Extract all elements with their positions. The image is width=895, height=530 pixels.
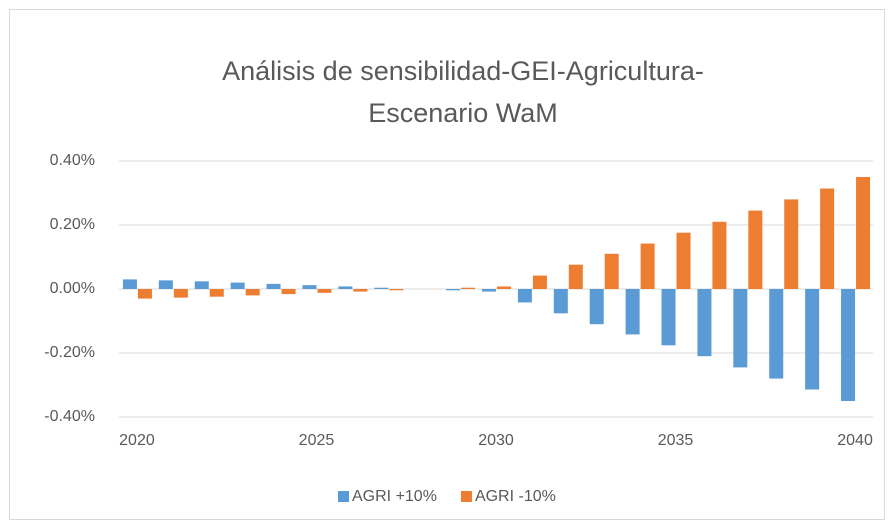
- bar: [245, 289, 260, 296]
- bar: [353, 289, 368, 292]
- bar: [640, 243, 655, 289]
- bar: [805, 289, 820, 390]
- chart-title: Análisis de sensibilidad-GEI-Agricultura…: [222, 56, 704, 86]
- bar: [122, 279, 137, 289]
- bar: [856, 177, 871, 289]
- bar: [733, 289, 748, 368]
- legend-label: AGRI +10%: [352, 488, 437, 505]
- y-tick-label: -0.40%: [44, 408, 95, 425]
- bar: [568, 264, 583, 289]
- bar: [841, 289, 856, 401]
- bar: [302, 285, 317, 289]
- x-tick-label: 2025: [299, 432, 335, 449]
- bar: [194, 281, 209, 289]
- y-tick-label: -0.20%: [44, 344, 95, 361]
- bar: [230, 282, 245, 289]
- bar: [712, 221, 727, 289]
- bar: [338, 286, 353, 289]
- bar: [625, 289, 640, 335]
- x-tick-label: 2020: [119, 432, 155, 449]
- bar: [697, 289, 712, 357]
- bar: [553, 289, 568, 314]
- y-tick-label: 0.40%: [50, 152, 95, 169]
- bar: [769, 289, 784, 379]
- y-tick-label: 0.00%: [50, 280, 95, 297]
- legend-swatch: [338, 491, 349, 502]
- bar: [461, 287, 476, 289]
- bar: [173, 289, 188, 298]
- bar: [661, 289, 676, 346]
- bar: [748, 210, 763, 289]
- bar: [820, 188, 835, 289]
- bar: [281, 289, 296, 295]
- y-tick-label: 0.20%: [50, 216, 95, 233]
- bar: [517, 289, 532, 303]
- bar: [589, 289, 604, 325]
- chart-border: [9, 9, 885, 520]
- x-tick-label: 2040: [837, 432, 873, 449]
- bar: [604, 253, 619, 289]
- legend-label: AGRI -10%: [475, 488, 556, 505]
- bar: [532, 275, 547, 289]
- bar: [137, 289, 152, 299]
- bar: [446, 289, 461, 291]
- x-tick-label: 2035: [658, 432, 694, 449]
- bar: [482, 289, 496, 292]
- bar: [374, 287, 389, 289]
- bar: [317, 289, 332, 293]
- bar: [784, 199, 799, 289]
- bar: [389, 289, 404, 291]
- bar: [266, 283, 281, 289]
- bar: [497, 286, 511, 289]
- bar: [676, 232, 691, 289]
- bar: [209, 289, 224, 297]
- legend-swatch: [460, 491, 472, 502]
- chart-title: Escenario WaM: [368, 98, 558, 128]
- x-tick-label: 2030: [478, 432, 514, 449]
- bar: [158, 280, 173, 289]
